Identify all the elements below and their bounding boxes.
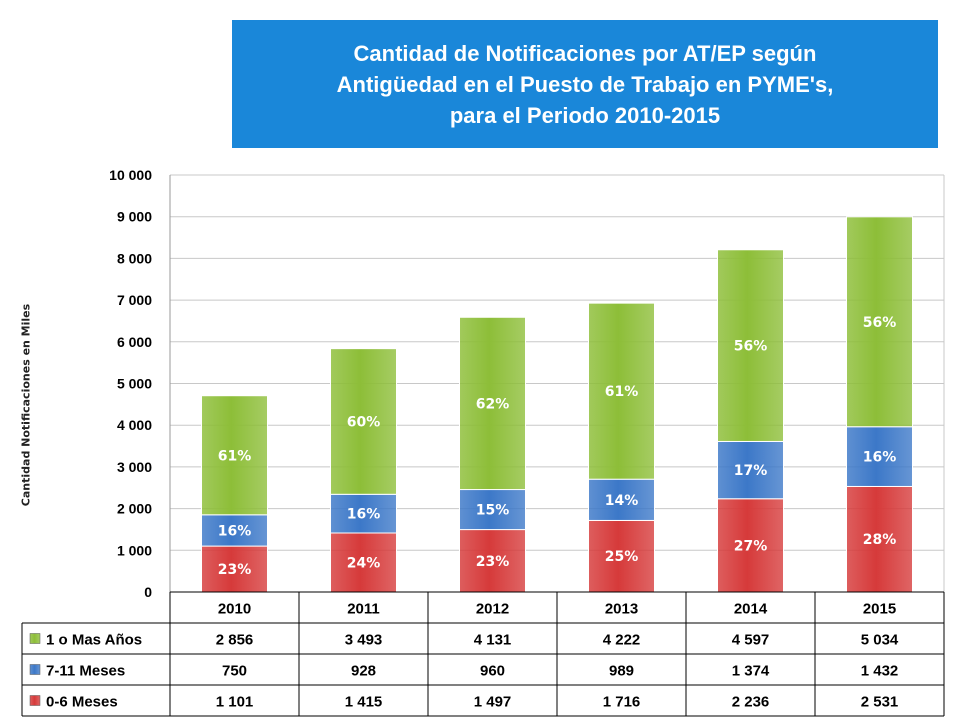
legend-swatch-1-o-mas-a-os <box>29 633 41 644</box>
table-cell-value: 2 856 <box>216 632 254 649</box>
x-tick-label: 2012 <box>476 601 509 618</box>
y-tick-label: 1 000 <box>117 542 152 558</box>
percent-label: 15% <box>476 503 510 519</box>
percent-label: 27% <box>734 538 768 554</box>
x-tick-label: 2013 <box>605 601 638 618</box>
legend-label-7-11-meses: 7-11 Meses <box>46 663 125 680</box>
percent-label: 60% <box>347 414 381 430</box>
legend-swatch-0-6-meses <box>29 695 41 706</box>
percent-label: 23% <box>476 554 510 570</box>
percent-label: 25% <box>605 549 639 565</box>
legend-label-0-6-meses: 0-6 Meses <box>46 694 118 711</box>
data-table: 2010 2011 2012 2013 2014 2015 1 o Mas Años 2 85… <box>21 591 945 717</box>
bar-segment-7-11-meses-2010 <box>201 514 268 547</box>
percent-label: 16% <box>218 523 252 539</box>
bar-segment-0-6-meses-2011 <box>330 532 397 593</box>
bar-segment-0-6-meses-2014 <box>717 498 784 593</box>
table-cell-value: 4 597 <box>732 632 770 649</box>
legend-swatch-7-11-meses <box>29 664 41 675</box>
percent-label: 16% <box>347 507 381 523</box>
bar-segment-7-11-meses-2015 <box>846 426 913 487</box>
table-cell-value: 989 <box>609 663 634 680</box>
y-tick-label: 5 000 <box>117 376 152 392</box>
table-cell-value: 4 222 <box>603 632 641 649</box>
legend-label-1-o-mas-a-os: 1 o Mas Años <box>46 632 142 649</box>
percent-label: 23% <box>218 562 252 578</box>
chart-title-line-2: Antigüedad en el Puesto de Trabajo en PY… <box>336 71 834 97</box>
bar-segment-1-o-mas-a-os-2014 <box>717 249 784 442</box>
chart-title-line-3: para el Periodo 2010-2015 <box>449 102 721 128</box>
percent-label: 62% <box>476 396 510 412</box>
bar-segment-1-o-mas-a-os-2011 <box>330 348 397 495</box>
bar-segment-1-o-mas-a-os-2012 <box>459 316 526 491</box>
bar-segment-1-o-mas-a-os-2010 <box>201 395 268 516</box>
table-cell-value: 5 034 <box>861 632 899 649</box>
table-cell-value: 2 236 <box>732 694 770 711</box>
percent-label: 14% <box>605 493 639 509</box>
table-cell-value: 1 716 <box>603 694 641 711</box>
y-tick-label: 0 <box>144 584 152 600</box>
y-tick-label: 9 000 <box>117 209 152 225</box>
x-tick-label: 2014 <box>734 601 768 618</box>
percent-label: 17% <box>734 463 768 479</box>
table-cell-value: 1 101 <box>216 694 254 711</box>
bar-segment-7-11-meses-2011 <box>330 493 397 534</box>
bar-segment-0-6-meses-2012 <box>459 529 526 593</box>
y-tick-label: 7 000 <box>117 292 152 308</box>
table-cell-value: 3 493 <box>345 632 383 649</box>
table-cell-value: 1 374 <box>732 663 770 680</box>
x-tick-label: 2011 <box>347 601 380 618</box>
bar-segment-7-11-meses-2012 <box>459 489 526 531</box>
percent-label: 61% <box>605 384 639 400</box>
bar-segment-0-6-meses-2015 <box>846 485 913 593</box>
y-tick-label: 4 000 <box>117 417 152 433</box>
table-cell-value: 928 <box>351 663 376 680</box>
bar-segment-1-o-mas-a-os-2015 <box>846 216 913 428</box>
percent-label: 28% <box>863 532 897 548</box>
y-axis-ticks: 0 1 000 2 000 3 000 4 000 5 000 6 000 7 000 8 00… <box>109 167 152 600</box>
bar-segment-7-11-meses-2013 <box>588 478 655 521</box>
table-cell-value: 4 131 <box>474 632 512 649</box>
y-tick-label: 3 000 <box>117 459 152 475</box>
table-cell-value: 1 432 <box>861 663 899 680</box>
bar-segment-1-o-mas-a-os-2013 <box>588 302 655 480</box>
bars: 23% 16% 61% 24% 16% 60% 23% 15% 62% 25% 14% 61% 27% 1… <box>201 216 913 593</box>
percent-label: 24% <box>347 555 381 571</box>
table-cell-value: 750 <box>222 663 247 680</box>
y-tick-label: 10 000 <box>109 167 152 183</box>
x-tick-label: 2010 <box>218 601 251 618</box>
bar-segment-7-11-meses-2014 <box>717 440 784 500</box>
percent-label: 56% <box>863 315 897 331</box>
y-tick-label: 8 000 <box>117 250 152 266</box>
y-tick-label: 6 000 <box>117 334 152 350</box>
table-cell-value: 960 <box>480 663 505 680</box>
table-cell-value: 1 415 <box>345 694 383 711</box>
y-tick-label: 2 000 <box>117 501 152 517</box>
percent-label: 61% <box>218 448 252 464</box>
percent-label: 16% <box>863 450 897 466</box>
x-tick-label: 2015 <box>863 601 896 618</box>
table-cell-value: 2 531 <box>861 694 899 711</box>
gridlines <box>169 174 945 593</box>
percent-label: 56% <box>734 339 768 355</box>
chart-title: Cantidad de Notificaciones por AT/EP seg… <box>232 20 938 148</box>
chart-title-line-1: Cantidad de Notificaciones por AT/EP seg… <box>353 40 817 66</box>
table-cell-value: 1 497 <box>474 694 512 711</box>
